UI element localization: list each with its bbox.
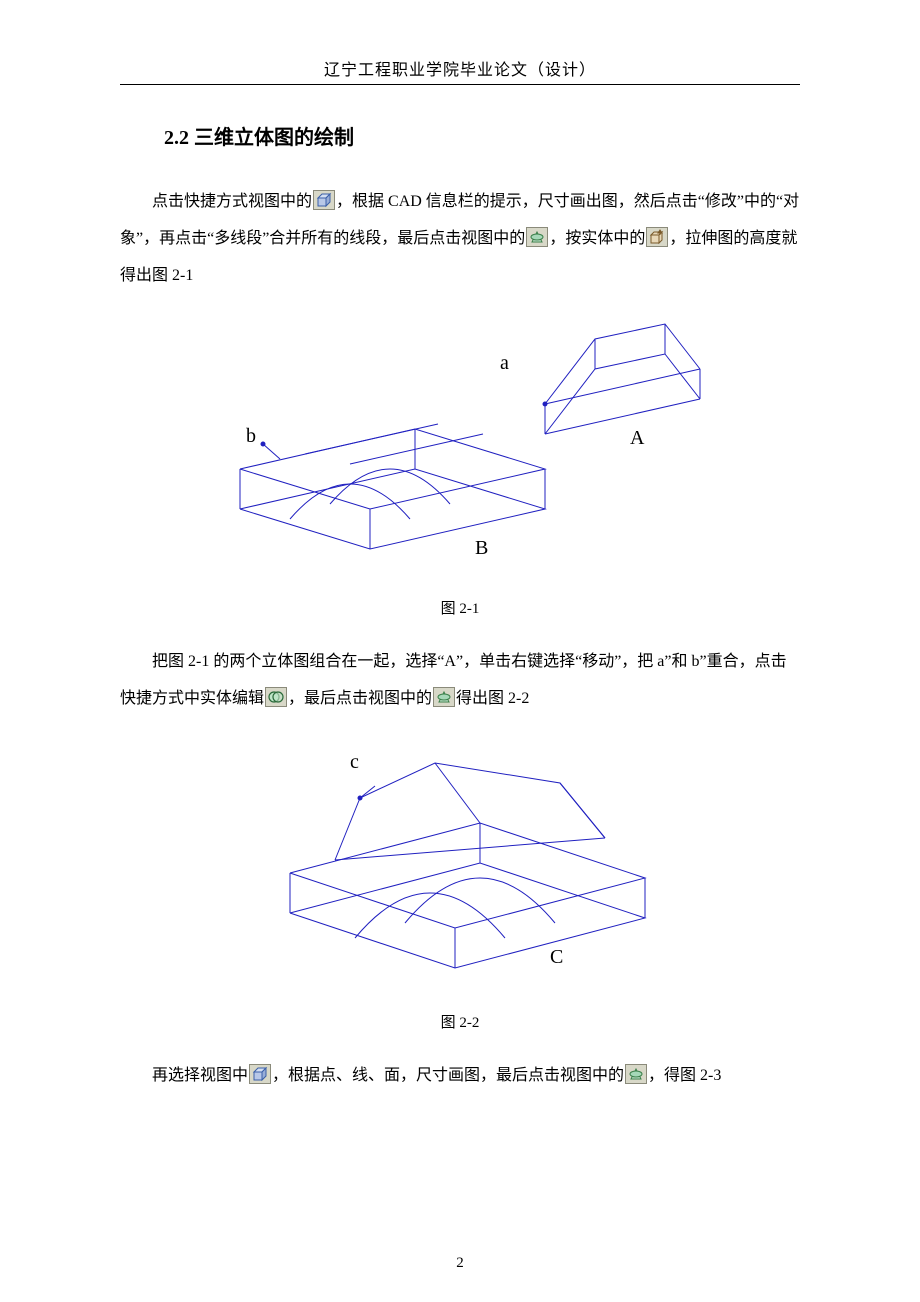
running-header: 辽宁工程职业学院毕业论文（设计） xyxy=(120,56,800,80)
figure-2-1-shape-A xyxy=(543,324,700,434)
para2-mid: ，最后点击视图中的 xyxy=(288,690,432,707)
figure-2-1-label-b: b xyxy=(246,425,256,447)
header-rule xyxy=(120,84,800,85)
figure-2-1-shape-B xyxy=(240,424,545,549)
para2-end: 得出图 2-2 xyxy=(456,690,529,707)
figure-2-1-caption: 图 2-1 xyxy=(120,597,800,618)
figure-2-1-svg: a b A B xyxy=(200,304,720,574)
para3-mid: ，根据点、线、面，尺寸画图，最后点击视图中的 xyxy=(272,1067,624,1084)
cube-icon xyxy=(313,190,335,210)
sphere-icon xyxy=(526,227,548,247)
figure-2-1-label-B: B xyxy=(475,537,488,559)
page-number: 2 xyxy=(0,1255,920,1272)
section-heading: 2.2 三维立体图的绘制 xyxy=(164,121,800,150)
extrude-icon xyxy=(646,227,668,247)
paragraph-3: 再选择视图中 ，根据点、线、面，尺寸画图，最后点击视图中的 ，得图 2-3 xyxy=(120,1058,800,1095)
cube-icon xyxy=(249,1064,271,1084)
paragraph-1: 点击快捷方式视图中的，根据 CAD 信息栏的提示，尺寸画出图，然后点击“修改”中… xyxy=(120,184,800,294)
figure-2-2-svg: c C xyxy=(240,728,680,988)
section-number: 2.2 xyxy=(164,127,189,149)
figure-2-1-label-a: a xyxy=(500,352,509,374)
figure-2-2-label-C: C xyxy=(550,946,563,968)
figure-2-2-label-c: c xyxy=(350,751,359,773)
figure-2-2: c C xyxy=(120,728,800,993)
figure-2-2-shape xyxy=(290,763,645,968)
figure-2-1: a b A B xyxy=(120,304,800,579)
section-title: 三维立体图的绘制 xyxy=(194,127,354,149)
para3-end: ，得图 2-3 xyxy=(648,1067,721,1084)
paragraph-2: 把图 2-1 的两个立体图组合在一起，选择“A”，单击右键选择“移动”，把 a”… xyxy=(120,644,800,718)
figure-2-1-label-A: A xyxy=(630,427,645,449)
para1-mid2: ，按实体中的 xyxy=(549,230,645,247)
figure-2-2-caption: 图 2-2 xyxy=(120,1011,800,1032)
para3-pre: 再选择视图中 xyxy=(152,1067,248,1084)
sphere-icon xyxy=(433,687,455,707)
union-icon xyxy=(265,687,287,707)
para1-pre: 点击快捷方式视图中的 xyxy=(152,193,312,210)
page: 辽宁工程职业学院毕业论文（设计） 2.2 三维立体图的绘制 点击快捷方式视图中的… xyxy=(0,0,920,1302)
sphere-icon xyxy=(625,1064,647,1084)
